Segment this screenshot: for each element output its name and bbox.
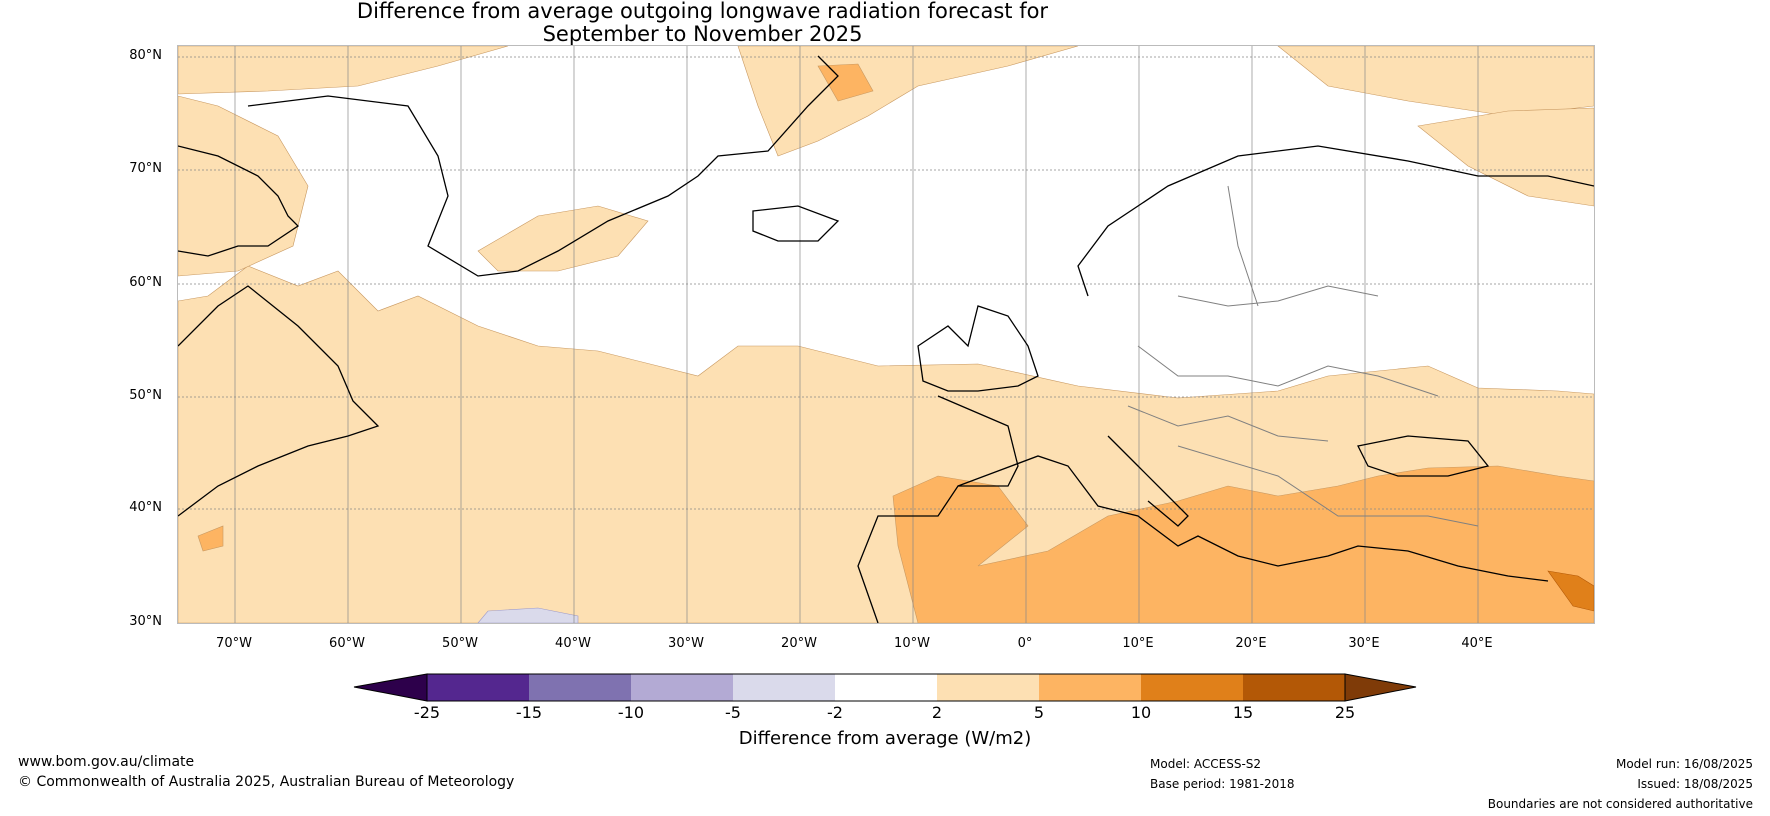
- forecast-map-svg: [178, 46, 1594, 623]
- anomaly-region-5-10-atlantic: [197, 525, 224, 552]
- british-isles-coast: [917, 305, 1039, 392]
- anomaly-region-5-10-mediterranean: [892, 465, 1594, 623]
- anomaly-region-2-5-canada: [178, 95, 309, 277]
- colorbar-band-3: [631, 674, 733, 701]
- model-run: Model run: 16/08/2025: [1615, 757, 1753, 771]
- colorbar-label-5: 5: [1033, 703, 1045, 722]
- colorbar: [353, 673, 1417, 702]
- lat-label-60n: 60°N: [129, 275, 162, 290]
- lon-label-20w: 20°W: [781, 636, 817, 651]
- colorbar-label-25: 25: [1334, 703, 1356, 722]
- colorbar-label-m10: -10: [617, 703, 645, 722]
- colorbar-band-8: [1141, 674, 1243, 701]
- model-name: Model: ACCESS-S2: [1150, 757, 1262, 771]
- colorbar-title: Difference from average (W/m2): [738, 728, 1032, 749]
- website-link[interactable]: www.bom.gov.au/climate: [18, 754, 195, 770]
- colorbar-band-5: [835, 674, 937, 701]
- lon-label-60w: 60°W: [329, 636, 365, 651]
- colorbar-label-m15: -15: [515, 703, 543, 722]
- issued-date: Issued: 18/08/2025: [1637, 777, 1753, 791]
- colorbar-band-9: [1243, 674, 1345, 701]
- lat-label-30n: 30°N: [129, 614, 162, 629]
- italy-coast: [1107, 435, 1189, 527]
- mediterranean-coast: [957, 455, 1549, 582]
- scandinavia-coast: [1077, 145, 1594, 297]
- labrador-coast: [178, 285, 380, 517]
- map-title-line-1: Difference from average outgoing longwav…: [356, 0, 1049, 23]
- colorbar-label-15: 15: [1232, 703, 1254, 722]
- colorbar-band-7: [1039, 674, 1141, 701]
- anomaly-region-2-5-arctic-east: [1277, 46, 1594, 117]
- colorbar-extend-low: [353, 673, 428, 702]
- lat-label-40n: 40°N: [129, 500, 162, 515]
- colorbar-band-4: [733, 674, 835, 701]
- lon-label-70w: 70°W: [216, 636, 252, 651]
- colorbar-label-10: 10: [1130, 703, 1152, 722]
- lon-label-50w: 50°W: [442, 636, 478, 651]
- anomaly-region-5-10-svalbard: [817, 63, 874, 102]
- anomaly-region-10-15-levant: [1547, 570, 1594, 612]
- lat-label-80n: 80°N: [129, 48, 162, 63]
- colorbar-band-6: [937, 674, 1039, 701]
- lon-label-10w: 10°W: [894, 636, 930, 651]
- lat-label-50n: 50°N: [129, 388, 162, 403]
- country-borders: [1127, 185, 1479, 527]
- lon-label-40w: 40°W: [555, 636, 591, 651]
- colorbar-band-2: [529, 674, 631, 701]
- lon-label-40e: 40°E: [1461, 636, 1493, 651]
- boundaries-disclaimer: Boundaries are not considered authoritat…: [1487, 797, 1753, 811]
- greenland-coast: [247, 55, 839, 277]
- black-sea-coast: [1357, 435, 1490, 477]
- lon-label-20e: 20°E: [1235, 636, 1267, 651]
- copyright-text: © Commonwealth of Australia 2025, Austra…: [18, 774, 515, 790]
- canada-coast: [178, 145, 300, 257]
- colorbar-extend-high: [1344, 673, 1417, 702]
- iceland-coast: [752, 205, 840, 242]
- anomaly-region-2-5-barents: [1417, 107, 1594, 207]
- map-title-line-2: September to November 2025: [542, 22, 863, 46]
- lat-label-70n: 70°N: [129, 161, 162, 176]
- colorbar-label-m2: -2: [827, 703, 843, 722]
- anomaly-region-2-5-greenland-north: [178, 46, 509, 95]
- coastlines: [178, 55, 1594, 623]
- graticule: [178, 46, 1594, 623]
- forecast-map: [177, 45, 1595, 624]
- colorbar-label-m25: -25: [413, 703, 441, 722]
- lon-label-30e: 30°E: [1348, 636, 1380, 651]
- base-period: Base period: 1981-2018: [1150, 777, 1295, 791]
- colorbar-band-1: [427, 674, 529, 701]
- lon-label-10e: 10°E: [1122, 636, 1154, 651]
- anomaly-region-2-5-greenland-south: [477, 205, 649, 272]
- colorbar-label-2: 2: [931, 703, 943, 722]
- lon-label-30w: 30°W: [668, 636, 704, 651]
- anomaly-region-m5-m2-atlantic: [477, 607, 579, 623]
- anomaly-region-2-5-north-sea: [737, 46, 1079, 157]
- lon-label-0: 0°: [1017, 636, 1033, 651]
- map-title: Difference from average outgoing longwav…: [0, 0, 1405, 46]
- colorbar-label-m5: -5: [725, 703, 741, 722]
